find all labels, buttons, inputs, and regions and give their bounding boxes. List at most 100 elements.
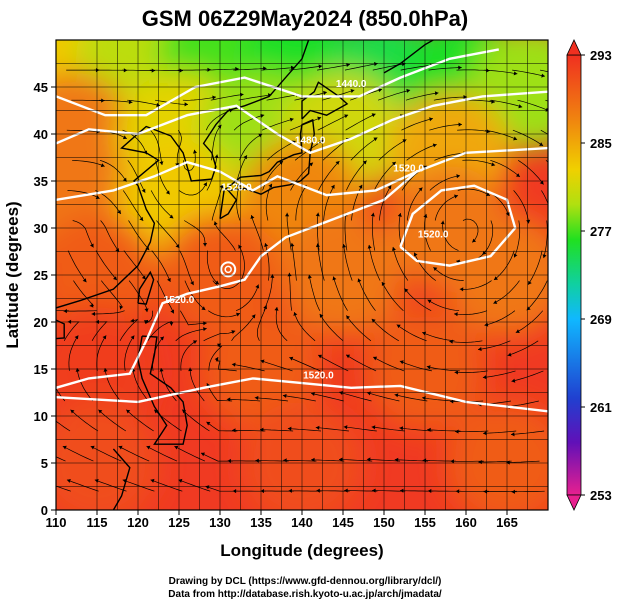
streamline-arrow-72 — [74, 335, 79, 340]
contour-1 — [56, 90, 548, 155]
streamline-arrow-122 — [427, 299, 432, 304]
streamline-145 — [95, 250, 118, 281]
streamline-arrow-80 — [260, 359, 265, 364]
streamline-arrow-53 — [510, 432, 515, 437]
streamline-arrow-61 — [226, 397, 231, 402]
streamline-arrow-260 — [318, 64, 323, 69]
streamline-214 — [518, 160, 544, 185]
streamline-41 — [181, 409, 210, 432]
contour-label-4: 1520.0 — [418, 229, 449, 240]
streamline-170 — [295, 184, 307, 221]
streamline-194 — [457, 188, 491, 197]
streamline-63 — [282, 395, 316, 402]
streamline-66 — [366, 392, 400, 402]
streamline-arrow-187 — [279, 161, 284, 165]
streamline-184 — [178, 182, 208, 196]
streamline-255 — [149, 69, 183, 71]
streamline-249 — [489, 99, 523, 108]
streamline-arrow-13 — [399, 488, 404, 493]
y-tick-label-45: 45 — [34, 80, 48, 95]
coastline-8 — [383, 40, 434, 74]
streamline-112 — [179, 310, 207, 326]
contour-3 — [399, 184, 517, 267]
streamline-arrow-23 — [174, 445, 179, 450]
streamline-arrow-49 — [399, 426, 404, 431]
streamline-arrow-7 — [232, 489, 237, 494]
streamline-arrow-152 — [285, 212, 290, 217]
streamline-266 — [456, 69, 490, 72]
coastline-6 — [56, 319, 65, 340]
streamline-arrow-24 — [200, 452, 205, 457]
x-tick-label-140: 140 — [291, 515, 313, 530]
streamline-246 — [405, 92, 439, 101]
streamline-264 — [400, 64, 434, 71]
colorbar-tick-label-277: 277 — [590, 224, 612, 239]
contour-label-3: 1520.0 — [393, 164, 424, 175]
streamline-arrow-193 — [456, 174, 461, 179]
streamline-68 — [422, 397, 456, 402]
streamline-24 — [200, 452, 233, 462]
streamline-arrow-79 — [231, 362, 236, 367]
streamline-arrow-22 — [146, 445, 151, 450]
y-tick-label-20: 20 — [34, 315, 48, 330]
streamline-arrow-0 — [39, 479, 43, 483]
streamline-arrow-86 — [426, 365, 431, 370]
streamline-arrow-93 — [169, 322, 174, 326]
streamline-106 — [477, 340, 511, 350]
streamline-179 — [543, 220, 548, 259]
streamline-arrow-129 — [170, 309, 175, 314]
streamline-52 — [482, 430, 517, 434]
streamline-arrow-126 — [89, 303, 94, 308]
streamline-arrow-12 — [372, 488, 376, 493]
streamline-182 — [122, 190, 144, 222]
streamline-197 — [541, 190, 548, 205]
streamline-arrow-223 — [289, 117, 294, 122]
contour-low-center — [220, 261, 237, 278]
streamline-arrow-51 — [455, 429, 459, 434]
streamline-arrow-107 — [507, 352, 512, 357]
streamline-19 — [62, 445, 94, 462]
streamline-arrow-130 — [201, 306, 206, 310]
streamline-226 — [345, 113, 376, 131]
streamline-arrow-58 — [159, 367, 164, 372]
colorbar-tick-label-253: 253 — [590, 488, 612, 503]
streamline-arrow-28 — [311, 457, 315, 462]
streamline-arrow-172 — [358, 184, 363, 189]
contour-low-inner — [224, 265, 232, 274]
y-tick-label-15: 15 — [34, 362, 48, 377]
streamline-189 — [318, 160, 340, 191]
streamline-arrow-95 — [231, 330, 236, 335]
contour-label-2: 1520.0 — [221, 182, 252, 193]
streamline-48 — [371, 426, 405, 432]
streamline-arrow-157 — [423, 214, 428, 218]
streamline-57 — [132, 368, 149, 402]
streamline-267 — [484, 69, 518, 75]
streamline-arrow-115 — [270, 274, 275, 278]
streamline-arrow-37 — [70, 409, 75, 414]
streamline-arrow-140 — [433, 267, 438, 271]
streamline-arrow-195 — [505, 211, 510, 216]
streamline-100 — [319, 313, 344, 342]
streamline-166 — [184, 220, 206, 247]
streamline-38 — [98, 409, 127, 432]
streamline-arrow-138 — [391, 246, 396, 251]
streamline-117 — [308, 274, 321, 311]
streamline-186 — [234, 155, 248, 191]
streamline-arrow-33 — [450, 459, 454, 464]
y-tick-label-30: 30 — [34, 221, 48, 236]
streamline-176 — [462, 218, 479, 243]
streamline-arrow-219 — [159, 161, 164, 166]
streamline-arrow-249 — [518, 104, 523, 109]
streamline-arrow-38 — [98, 409, 103, 414]
streamline-arrow-4 — [150, 478, 155, 483]
streamline-arrow-17 — [511, 489, 515, 494]
streamline-arrow-236 — [156, 102, 161, 107]
y-tick-label-10: 10 — [34, 409, 48, 424]
streamline-arrow-96 — [251, 314, 256, 319]
streamline-arrow-214 — [539, 180, 544, 185]
streamline-arrow-161 — [528, 280, 532, 285]
streamline-103 — [396, 324, 427, 342]
streamline-arrow-228 — [429, 117, 433, 122]
streamline-51 — [455, 430, 489, 433]
streamline-46 — [315, 427, 349, 432]
